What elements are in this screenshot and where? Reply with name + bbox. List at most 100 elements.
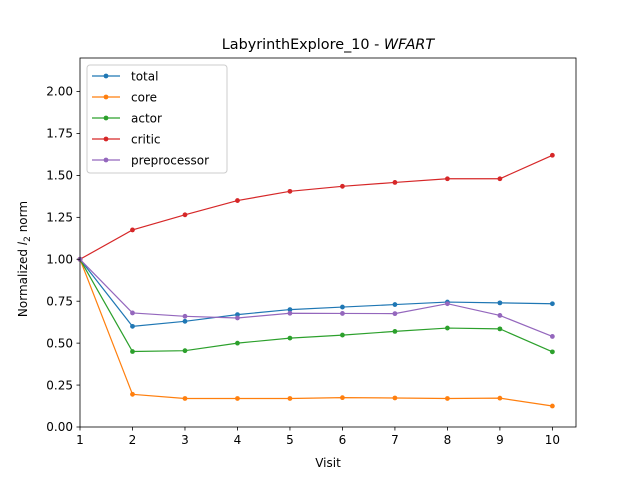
data-point (287, 307, 293, 312)
y-tick-label: 1.25 (46, 211, 73, 225)
legend-marker (103, 157, 109, 163)
legend-label: actor (131, 111, 162, 125)
data-point (130, 349, 135, 354)
data-point (182, 212, 188, 218)
series-line (79, 259, 553, 407)
data-point (392, 311, 398, 317)
y-tick-label: 1.50 (46, 169, 73, 183)
x-tick-label: 7 (391, 433, 399, 447)
data-point (497, 176, 503, 182)
plot-area-frame (79, 57, 577, 428)
x-axis-label: Visit (315, 456, 341, 470)
legend-marker (103, 115, 109, 121)
legend-label: critic (131, 132, 161, 146)
data-point (287, 396, 293, 401)
chart-title-main: LabyrinthExplore_10 - (222, 37, 384, 53)
y-tick-label: 0.00 (46, 420, 73, 434)
data-point (340, 332, 345, 338)
y-axis-label: Normalized l2 norm (16, 201, 33, 317)
series-line (79, 258, 553, 327)
data-point (549, 349, 555, 355)
y-tick-label: 0.25 (46, 378, 73, 392)
y-axis-label-prefix: Normalized (16, 245, 30, 317)
x-axis-ticks: 1 2 3 4 5 6 7 8 9 10 (76, 427, 560, 447)
data-point (549, 403, 555, 409)
data-point (392, 328, 398, 334)
data-point (235, 198, 240, 203)
series-preprocessor (77, 256, 555, 339)
data-point (130, 323, 135, 329)
y-axis-label-l: l (16, 241, 30, 245)
data-point (287, 335, 293, 341)
data-point (130, 227, 135, 233)
data-point (182, 318, 188, 324)
data-point (182, 348, 188, 354)
y-axis-label-suffix: norm (16, 201, 30, 236)
series-line (79, 258, 553, 337)
data-point (235, 396, 240, 401)
chart-title: LabyrinthExplore_10 - WFART (222, 37, 436, 53)
series-line (79, 258, 553, 353)
series-actor (77, 256, 555, 355)
data-point (340, 395, 345, 401)
x-tick-label: 2 (129, 433, 137, 447)
data-point (549, 152, 555, 158)
data-point (235, 315, 240, 321)
data-point (392, 180, 398, 185)
legend-label: core (131, 90, 157, 104)
data-point (497, 395, 503, 401)
x-tick-label: 9 (496, 433, 504, 447)
y-tick-label: 0.75 (46, 294, 73, 308)
data-point (130, 310, 135, 316)
legend-item-total: total (92, 69, 158, 83)
series-core (77, 256, 555, 409)
data-point (445, 325, 450, 331)
legend: total core actor critic preprocessor (86, 64, 228, 174)
data-point (497, 300, 503, 306)
data-point (497, 326, 503, 332)
legend-box (86, 64, 228, 174)
x-tick-label: 4 (234, 433, 242, 447)
data-point (182, 313, 188, 319)
series-total (77, 256, 555, 329)
y-axis-ticks: 0.00 0.25 0.50 0.75 1.00 1.25 1.50 1.75 2.00 (46, 85, 80, 434)
data-point (497, 313, 503, 318)
data-point (340, 311, 345, 316)
series-line (79, 154, 553, 260)
data-point (549, 301, 555, 307)
legend-label: preprocessor (131, 153, 209, 167)
x-tick-label: 6 (339, 433, 347, 447)
x-tick-label: 8 (444, 433, 452, 447)
data-point (445, 301, 450, 307)
data-point (445, 396, 450, 401)
y-tick-label: 2.00 (46, 85, 73, 99)
x-tick-label: 3 (181, 433, 189, 447)
data-point (549, 334, 555, 339)
data-point (392, 302, 398, 307)
legend-marker (103, 136, 109, 142)
data-point (392, 395, 398, 401)
data-point (445, 176, 450, 182)
y-axis-label-subscript: 2 (23, 236, 33, 242)
data-point (235, 312, 240, 318)
data-point (287, 188, 293, 194)
y-tick-label: 1.75 (46, 127, 73, 141)
chart-title-italic: WFART (384, 37, 436, 53)
data-point (235, 340, 240, 346)
data-point (340, 183, 345, 189)
x-tick-label: 5 (286, 433, 294, 447)
x-tick-label: 10 (545, 433, 560, 447)
legend-item-core: core (92, 90, 157, 104)
legend-item-critic: critic (92, 132, 161, 146)
data-point (182, 396, 188, 401)
legend-label: total (131, 69, 158, 83)
legend-item-actor: actor (92, 111, 162, 125)
legend-marker (103, 73, 109, 79)
legend-marker (103, 94, 109, 100)
y-tick-label: 0.50 (46, 336, 73, 350)
y-tick-label: 1.00 (46, 252, 73, 266)
legend-item-preprocessor: preprocessor (92, 153, 209, 167)
x-tick-label: 1 (76, 433, 84, 447)
